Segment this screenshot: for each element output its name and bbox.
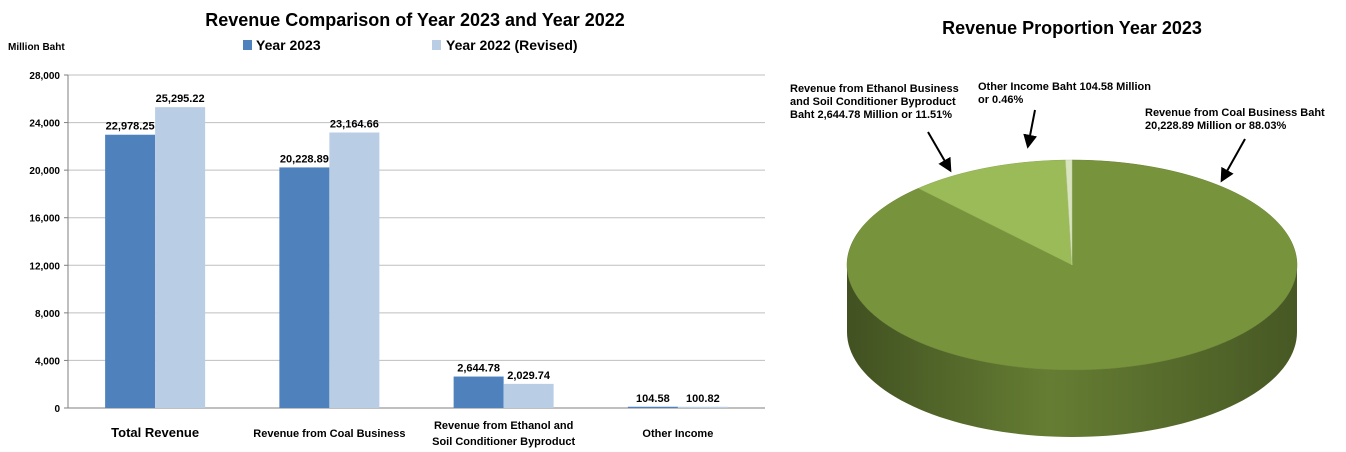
y-tick-label: 16,000: [29, 214, 60, 225]
bar: [677, 406, 728, 408]
y-tick-label: 24,000: [29, 119, 60, 130]
category-label: Revenue from Coal Business: [253, 428, 405, 440]
pie-chart: Revenue Proportion Year 2023 Revenue fro…: [790, 18, 1325, 437]
pie-slice-label: 20,228.89 Million or 88.03%: [1145, 120, 1286, 132]
bar: [627, 406, 678, 408]
pie-label-arrow: [1220, 138, 1246, 183]
pie-slice-label: Baht 2,644.78 Million or 11.51%: [790, 109, 952, 121]
bars: [105, 107, 728, 408]
pie-slice: [1065, 159, 1073, 266]
category-label: Other Income: [642, 428, 713, 440]
legend-label-year-2022: Year 2022 (Revised): [446, 37, 578, 53]
category-label: Revenue from Ethanol and: [434, 420, 573, 432]
data-label: 20,228.89: [280, 153, 329, 165]
y-tick-label: 28,000: [29, 71, 60, 82]
pie-slice: [917, 159, 1073, 266]
category-label: Soil Conditioner Byproduct: [432, 436, 575, 448]
data-label: 2,644.78: [457, 363, 500, 375]
bar-chart: Revenue Comparison of Year 2023 and Year…: [8, 10, 765, 448]
pie-label-arrow: [1023, 109, 1038, 149]
bar: [155, 107, 206, 408]
pie-slice-label: and Soil Conditioner Byproduct: [790, 96, 956, 108]
bar: [279, 167, 330, 408]
data-label: 25,295.22: [156, 93, 205, 105]
pie-slice-label: Other Income Baht 104.58 Million: [978, 81, 1151, 93]
y-tick-label: 0: [54, 404, 60, 415]
bar-chart-legend: Year 2023 Year 2022 (Revised): [243, 37, 578, 53]
bar: [453, 376, 504, 408]
pie-slice-label: Revenue from Ethanol Business: [790, 83, 959, 95]
data-label: 104.58: [636, 393, 670, 405]
y-tick-label: 8,000: [35, 309, 60, 320]
bar: [105, 134, 156, 408]
y-tick-label: 12,000: [29, 261, 60, 272]
pie-slice-label: Revenue from Coal Business Baht: [1145, 107, 1325, 119]
data-label: 100.82: [686, 393, 720, 405]
bar: [503, 383, 554, 408]
legend-label-year-2023: Year 2023: [256, 37, 321, 53]
data-labels: 22,978.25 25,295.22 20,228.89 23,164.66 2,64…: [106, 93, 720, 405]
pie-labels: Revenue from Coal Business Baht20,228.89…: [790, 81, 1325, 183]
y-axis-ticks: 0 4,000 8,000 12,000 16,000 20,000 24,000 28,00…: [29, 71, 69, 415]
data-label: 23,164.66: [330, 119, 379, 131]
y-axis-unit: Million Baht: [8, 42, 65, 53]
pie-body: [846, 159, 1298, 437]
pie-chart-title: Revenue Proportion Year 2023: [942, 18, 1202, 38]
data-label: 22,978.25: [106, 121, 155, 133]
category-label: Total Revenue: [111, 425, 199, 440]
data-label: 2,029.74: [507, 370, 551, 382]
category-labels: Total Revenue Revenue from Coal Business R…: [111, 420, 713, 448]
bar-chart-title: Revenue Comparison of Year 2023 and Year…: [205, 10, 625, 30]
y-tick-label: 4,000: [35, 356, 60, 367]
bar: [329, 132, 380, 408]
pie-side-wall: [847, 265, 1297, 437]
pie-slice-label: or 0.46%: [978, 94, 1023, 106]
legend-swatch-year-2023: [243, 40, 252, 50]
y-tick-label: 20,000: [29, 166, 60, 177]
legend-swatch-year-2022: [432, 40, 441, 50]
pie-label-arrow: [927, 131, 952, 173]
